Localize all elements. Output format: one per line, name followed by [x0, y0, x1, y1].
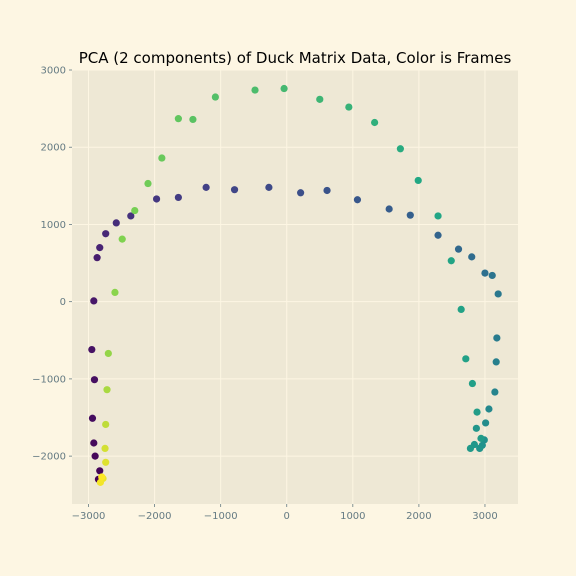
scatter-point: [434, 231, 442, 239]
scatter-point: [385, 205, 393, 213]
scatter-point: [98, 473, 106, 481]
scatter-point: [493, 334, 501, 342]
scatter-point: [414, 176, 422, 185]
scatter-point: [481, 269, 489, 277]
scatter-point: [454, 245, 463, 253]
scatter-point: [457, 305, 465, 313]
x-tick-label: 2000: [406, 511, 431, 522]
scatter-point: [485, 405, 493, 413]
scatter-point: [492, 358, 500, 366]
scatter-point: [144, 179, 152, 188]
scatter-point: [88, 414, 97, 422]
scatter-point: [104, 349, 112, 358]
scatter-point: [251, 86, 259, 94]
x-tick-label: −2000: [138, 511, 172, 522]
scatter-point: [434, 212, 442, 220]
scatter-point: [468, 379, 477, 388]
scatter-point: [96, 244, 104, 252]
scatter-point: [482, 419, 490, 427]
scatter-point: [488, 271, 496, 280]
scatter-point: [477, 434, 485, 442]
scatter-point: [96, 467, 104, 475]
scatter-point: [297, 189, 305, 197]
scatter-point: [174, 115, 182, 123]
scatter-point: [466, 444, 475, 452]
scatter-point: [111, 288, 119, 297]
plot-area: [72, 70, 518, 504]
x-tick-label: −1000: [204, 511, 238, 522]
scatter-point: [345, 103, 353, 111]
scatter-point: [131, 206, 139, 215]
scatter-point: [103, 386, 111, 394]
scatter-point: [323, 186, 331, 195]
scatter-point: [202, 183, 210, 191]
scatter-points: [88, 84, 502, 486]
x-tick-label: −3000: [72, 511, 106, 522]
scatter-point: [174, 193, 182, 202]
scatter-point: [491, 388, 499, 396]
scatter-point: [91, 452, 99, 460]
x-tick-label: 3000: [472, 511, 497, 522]
scatter-point: [93, 254, 101, 262]
scatter-point: [127, 212, 135, 220]
y-tick-label: 1000: [41, 220, 66, 231]
scatter-point: [280, 84, 288, 93]
scatter-point: [158, 154, 166, 162]
x-tick-label: 0: [284, 511, 290, 522]
scatter-point: [90, 439, 98, 447]
scatter-point: [102, 230, 110, 238]
scatter-point: [316, 95, 324, 103]
y-tick-label: 3000: [41, 66, 66, 77]
scatter-point: [118, 235, 126, 243]
scatter-point: [88, 345, 96, 354]
y-tick-label: −2000: [32, 452, 66, 463]
x-axis-ticks: −3000 −2000 −1000 0 1000 2000 3000: [72, 504, 498, 522]
scatter-point: [90, 297, 98, 305]
y-tick-label: −1000: [32, 374, 66, 385]
scatter-point: [265, 183, 273, 191]
scatter-point: [96, 478, 105, 486]
scatter-point: [476, 444, 484, 452]
y-tick-label: 0: [60, 297, 66, 308]
scatter-point: [101, 444, 109, 452]
scatter-point: [494, 290, 502, 298]
grid-lines: [72, 69, 518, 504]
y-axis-ticks: −2000 −1000 0 1000 2000 3000: [32, 66, 72, 463]
scatter-point: [468, 253, 476, 261]
scatter-point: [211, 93, 219, 101]
scatter-point: [230, 186, 239, 194]
scatter-point: [447, 257, 455, 265]
scatter-point: [396, 145, 404, 153]
chart-title: PCA (2 components) of Duck Matrix Data, …: [79, 49, 512, 67]
scatter-point: [371, 118, 379, 127]
scatter-point: [189, 115, 197, 124]
x-tick-label: 1000: [340, 511, 365, 522]
scatter-point: [102, 458, 110, 466]
scatter-point: [473, 408, 481, 416]
scatter-point: [102, 420, 110, 429]
scatter-point: [112, 219, 120, 227]
scatter-point: [406, 211, 414, 219]
scatter-point: [90, 376, 99, 384]
scatter-point: [462, 355, 470, 363]
scatter-point: [152, 195, 161, 203]
scatter-point: [353, 196, 362, 204]
y-tick-label: 2000: [41, 143, 66, 154]
scatter-point: [472, 424, 480, 432]
